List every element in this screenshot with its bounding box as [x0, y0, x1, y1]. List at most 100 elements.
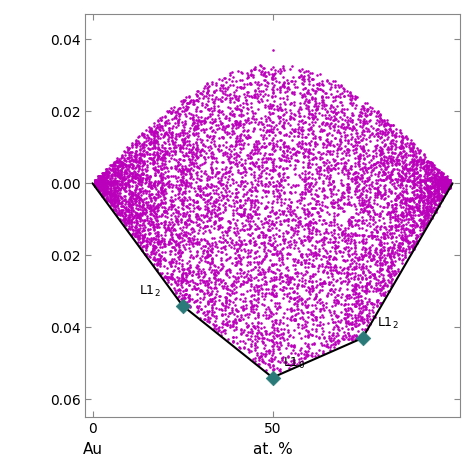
Point: [129, 156, 137, 164]
Point: [125, 211, 133, 219]
Point: [210, 324, 218, 332]
Point: [247, 148, 255, 156]
Point: [176, 177, 184, 184]
Point: [201, 183, 209, 191]
Point: [297, 334, 305, 342]
Point: [330, 142, 337, 150]
Point: [261, 359, 269, 367]
Point: [201, 309, 208, 316]
Point: [309, 131, 316, 138]
Point: [322, 115, 330, 122]
Point: [292, 224, 299, 231]
Point: [133, 226, 140, 233]
Point: [381, 256, 388, 264]
Point: [416, 176, 424, 184]
Point: [349, 265, 356, 273]
Point: [110, 202, 118, 210]
Point: [291, 188, 299, 196]
Point: [308, 283, 315, 290]
Point: [261, 214, 269, 221]
Point: [221, 127, 228, 134]
Point: [416, 193, 424, 201]
Point: [421, 199, 428, 207]
Point: [401, 228, 408, 236]
Point: [193, 210, 201, 218]
Point: [111, 188, 119, 196]
Point: [175, 194, 182, 202]
Point: [279, 152, 286, 160]
Point: [309, 287, 316, 295]
Point: [418, 229, 425, 237]
Point: [338, 231, 346, 238]
Point: [110, 164, 118, 172]
Point: [270, 365, 278, 373]
Point: [257, 172, 264, 180]
Point: [186, 200, 194, 208]
Point: [388, 142, 396, 150]
Point: [301, 318, 309, 325]
Point: [329, 185, 337, 192]
Point: [198, 287, 206, 294]
Point: [104, 178, 112, 186]
Point: [261, 152, 268, 159]
Point: [306, 255, 313, 263]
Point: [180, 193, 187, 201]
Point: [261, 268, 268, 276]
Point: [107, 192, 114, 200]
Point: [243, 190, 250, 198]
Point: [92, 181, 100, 189]
Point: [294, 181, 301, 189]
Point: [128, 196, 135, 204]
Point: [266, 212, 273, 219]
Point: [201, 118, 209, 125]
Point: [140, 159, 148, 167]
Point: [193, 198, 201, 205]
Point: [290, 101, 297, 109]
Point: [340, 314, 347, 321]
Point: [114, 169, 122, 177]
Point: [344, 304, 351, 311]
Point: [264, 91, 272, 98]
Point: [329, 141, 337, 149]
Point: [157, 172, 164, 179]
Point: [129, 178, 137, 185]
Point: [269, 159, 276, 167]
Point: [160, 153, 168, 160]
Point: [296, 103, 304, 110]
Point: [208, 169, 216, 177]
Point: [140, 218, 147, 225]
Point: [407, 158, 415, 166]
Point: [286, 112, 293, 119]
Point: [174, 119, 182, 127]
Point: [336, 247, 344, 255]
Point: [147, 236, 155, 244]
Point: [401, 163, 409, 170]
Point: [276, 280, 284, 287]
Point: [312, 313, 320, 321]
Point: [245, 237, 252, 245]
Point: [325, 178, 333, 186]
Point: [230, 98, 237, 106]
Point: [381, 165, 388, 173]
Point: [178, 260, 186, 268]
Point: [246, 286, 254, 294]
Point: [192, 298, 200, 305]
Point: [153, 243, 160, 251]
Point: [371, 191, 378, 199]
Point: [208, 166, 216, 173]
Point: [355, 238, 363, 246]
Point: [367, 163, 375, 171]
Point: [335, 337, 343, 345]
Point: [108, 182, 115, 189]
Point: [96, 183, 103, 191]
Point: [156, 256, 164, 264]
Point: [201, 279, 209, 287]
Point: [182, 219, 190, 227]
Point: [272, 260, 280, 268]
Point: [174, 162, 182, 169]
Point: [202, 171, 210, 178]
Point: [192, 149, 200, 157]
Point: [237, 155, 245, 163]
Point: [398, 225, 405, 233]
Point: [391, 248, 399, 256]
